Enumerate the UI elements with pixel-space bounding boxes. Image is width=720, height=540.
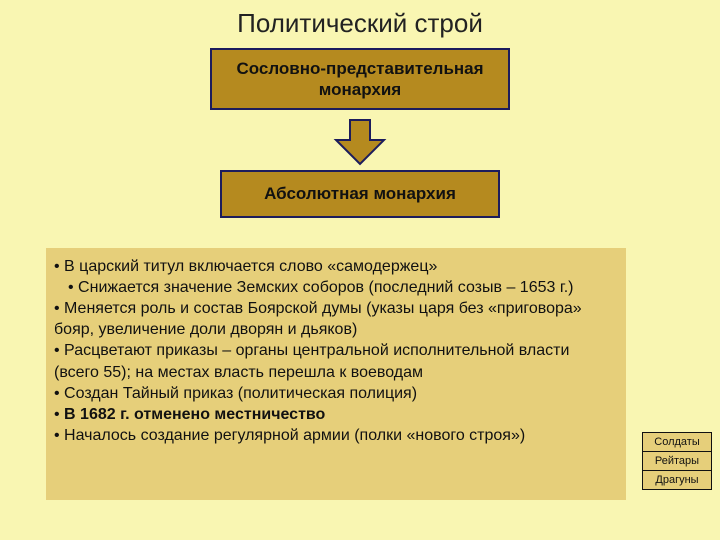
page-title: Политический строй [0, 8, 720, 39]
feature-item: Меняется роль и состав Боярской думы (ук… [54, 300, 582, 338]
box-estate-monarchy: Сословно-представительная монархия [210, 48, 510, 110]
feature-item: Снижается значение Земских соборов (посл… [78, 279, 573, 296]
feature-item-bold: В 1682 г. отменено местничество [64, 406, 325, 423]
box-estate-label: Сословно-представительная монархия [212, 58, 508, 101]
box-absolute-label: Абсолютная монархия [264, 183, 456, 204]
feature-item: В царский титул включается слово «самоде… [64, 258, 437, 275]
feature-item: Создан Тайный приказ (политическая полиц… [64, 385, 417, 402]
feature-item: Расцветают приказы – органы центральной … [54, 342, 569, 380]
features-list: • В царский титул включается слово «само… [46, 248, 626, 500]
box-absolute-monarchy: Абсолютная монархия [220, 170, 500, 218]
army-type-item: Драгуны [643, 471, 711, 489]
army-type-item: Рейтары [643, 452, 711, 470]
army-types-box: Солдаты Рейтары Драгуны [642, 432, 712, 490]
feature-item: Началось создание регулярной армии (полк… [64, 427, 525, 444]
arrow-down-icon [332, 118, 388, 166]
army-type-item: Солдаты [643, 433, 711, 451]
